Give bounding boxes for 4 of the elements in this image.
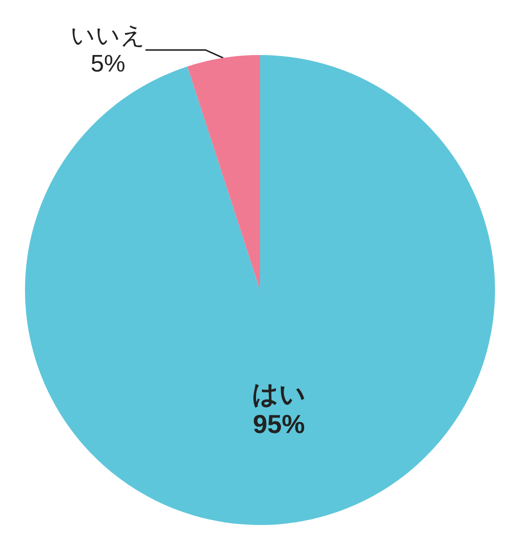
- data-label: 95%: [252, 409, 305, 440]
- slice-label: はい: [252, 379, 306, 410]
- slice-label: いいえ: [70, 22, 146, 50]
- data-label: 5%: [90, 50, 126, 78]
